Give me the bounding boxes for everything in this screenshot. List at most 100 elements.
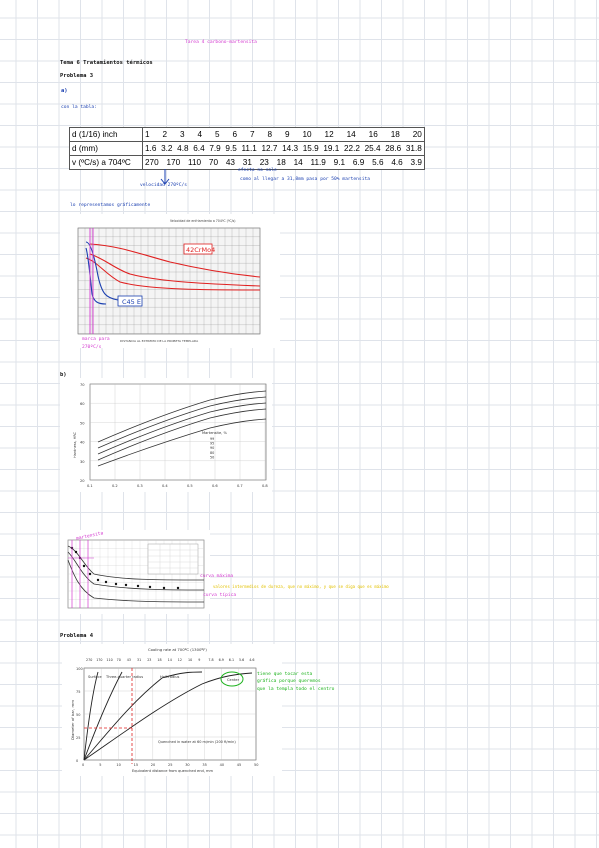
curve-99 [97,390,267,443]
x-tick-label: 35 [202,763,206,767]
x-tick-label: 30 [185,763,189,767]
fig2-legend-title: Martensite, % [202,431,227,435]
fig4-ylabel: Diameter of bar, mm [70,700,75,740]
note-yellow: valores intermedios de dureza, que no má… [213,584,389,589]
table-cell: 16 [368,130,378,139]
top-tick-label: 70 [117,658,121,662]
y-tick-label: 60 [80,402,85,406]
table-row: d (mm) 1.6 3.2 4.8 6.4 7.9 9.5 11.1 12.7 14.3 15.… [69,141,425,156]
x-tick-label: 10 [116,763,120,767]
legend-entry: 99 [210,437,214,441]
note-temple: como al llegar a 31,8mm pasa por 50% mar… [240,177,370,182]
table-cell: 6.4 [193,144,205,153]
table-cell: 6.9 [352,158,365,167]
table-cell: 25.4 [364,144,381,153]
top-tick-label: 7.8 [208,658,213,662]
y-tick-label: 0 [76,759,78,763]
table-cell: 18 [390,130,400,139]
row-values-mm: 1.6 3.2 4.8 6.4 7.9 9.5 11.1 12.7 14.3 15.9 19.1 22… [145,144,422,153]
x-tick-label: 0.8 [262,484,268,488]
y-tick-label: 30 [80,460,85,464]
green-note: tiene que tocar esta gráfica porque quer… [257,671,334,693]
table-cell: 2 [162,130,168,139]
table-cell: 4.8 [177,144,189,153]
top-note: Tarea 4 carbono-martensita [185,40,257,45]
x-tick-label: 20 [151,763,155,767]
row-label-inch: d (1/16) inch [69,127,143,142]
x-tick-label: 40 [220,763,224,767]
note-efecto: efecto no sale [238,168,277,173]
curve-80 [97,408,267,461]
problem-3-heading: Problema 3 [60,73,94,79]
part-b-label: b) [60,372,67,378]
curve-center [83,672,253,761]
table-cell: 110 [188,158,202,167]
y-tick-label: 20 [80,479,85,483]
label-c45: C45 E [122,298,141,306]
top-tick-label: 5.6 [239,658,244,662]
top-tick-label: 18 [157,658,161,662]
fig2-ylabel: Hardness, HRC [73,431,77,458]
legend-entry: 95 [210,442,214,446]
label-half-radius: Half-radius [160,675,180,679]
curve-50 [97,418,267,467]
top-tick-label: 12 [178,658,182,662]
problem-4-heading: Problema 4 [60,633,94,639]
x-tick-label: 0.6 [212,484,218,488]
table-cell: 9.5 [225,144,237,153]
x-tick-label: 15 [134,763,138,767]
table-cell: 1.6 [145,144,157,153]
jominy-markers-chart [60,530,210,614]
x-tick-label: 45 [237,763,241,767]
y-tick-label: 100 [76,667,83,671]
row-label-rate: v (ºC/s) a 704ºC [69,155,143,170]
row-label-mm: d (mm) [69,141,143,156]
curve-90 [97,402,267,455]
top-tick-label: 6.9 [219,658,224,662]
arrow-down-icon [160,169,170,185]
curve-half-radius [83,671,203,761]
label-center: Center [227,678,240,682]
curve-surface [83,671,99,761]
table-cell: 14 [293,158,303,167]
x-tick-label: 0.7 [237,484,243,488]
hardness-chart: Hardness, HRC 0.1 0.2 0.3 0.4 0.5 0.6 0.7 0.8 70… [60,378,272,492]
y-tick-label: 50 [80,421,85,425]
curve-three-quarter [83,671,123,761]
table-row: d (1/16) inch 1 2 3 4 5 6 7 8 9 10 12 14 16 18 20 [69,127,425,142]
note-mark-label: marca para 270ºC/s [82,337,110,350]
table-cell: 9 [285,130,290,139]
top-tick-label: 4.6 [249,658,254,662]
row-values-rate: 270 170 110 70 43 31 23 18 14 11.9 9.1 6.9 5.6 4.6 3.9 [145,158,422,167]
x-tick-label: 0.1 [87,484,93,488]
table-cell: 31 [242,158,252,167]
label-42crmo4: 42CrMo4 [186,246,215,254]
table-cell: 9.1 [333,158,346,167]
note-curva-maxima: curva máxima [200,574,234,579]
green-note-line: tiene que tocar esta [257,672,313,677]
top-tick-label: 110 [106,658,112,662]
top-tick-label: 23 [147,658,151,662]
y-tick-label: 40 [80,441,85,445]
table-cell: 23 [259,158,269,167]
table-cell: 4 [197,130,203,139]
table-cell: 8 [267,130,273,139]
table-cell: 12 [324,130,334,139]
table-cell: 4.6 [391,158,403,167]
green-note-line: gráfica porque queremos [257,679,321,685]
table-cell: 7 [250,130,255,139]
table-cell: 270 [145,158,159,167]
curve-c45-lower [85,247,107,305]
table-cell: 5.6 [372,158,384,167]
x-tick-label: 0.5 [187,484,193,488]
top-tick-label: 31 [137,658,141,662]
table-cell: 3.2 [161,144,173,153]
table-cell: 14.3 [282,144,299,153]
y-tick-label: 50 [76,713,80,717]
green-note-line: que la templa todo el centro [257,686,335,692]
label-surface: Surface [88,675,102,679]
table-cell: 70 [208,158,218,167]
table-cell: 5 [215,130,220,139]
x-tick-label: 0.3 [137,484,143,488]
x-tick-label: 25 [168,763,172,767]
